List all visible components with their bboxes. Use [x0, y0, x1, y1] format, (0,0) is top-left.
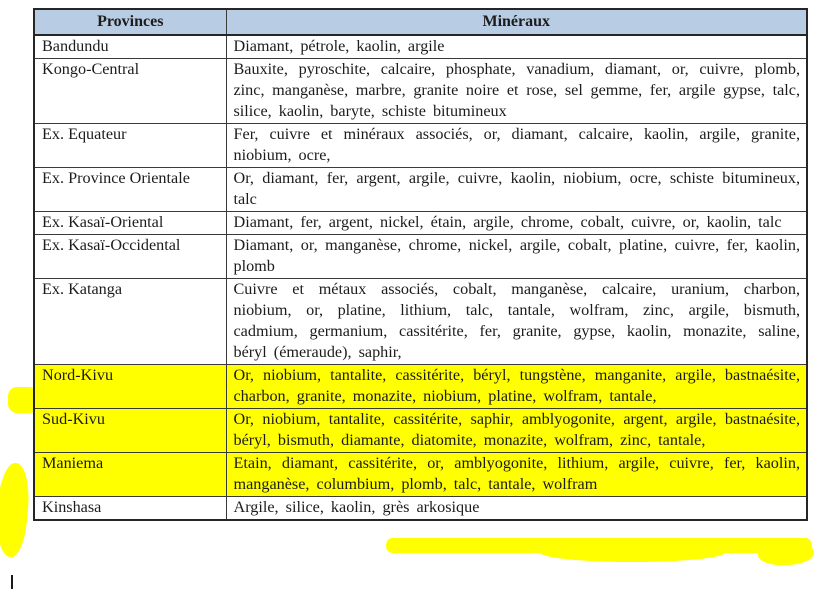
minerals-cell[interactable]: Diamant, pétrole, kaolin, argile [225, 34, 808, 59]
minerals-cell[interactable]: Argile, silice, kaolin, grès arkosique [225, 496, 808, 521]
minerals-cell[interactable]: Or, niobium, tantalite, cassitérite, sap… [225, 408, 808, 453]
table-row: Ex. Kasaï-Oriental Diamant, fer, argent,… [33, 211, 808, 235]
province-cell[interactable]: Ex. Kasaï-Oriental [33, 211, 227, 235]
province-cell[interactable]: Maniema [33, 452, 227, 497]
province-cell[interactable]: Kongo-Central [33, 58, 227, 124]
table-row: Ex. Kasaï-Occidental Diamant, or, mangan… [33, 234, 808, 279]
column-header-provinces: Provinces [33, 8, 227, 36]
highlighter-stroke [386, 538, 812, 553]
table-row: Ex. Katanga Cuivre et métaux associés, c… [33, 278, 808, 365]
table-row: Kinshasa Argile, silice, kaolin, grès ar… [33, 496, 808, 521]
province-cell[interactable]: Kinshasa [33, 496, 227, 521]
provinces-minerals-table: Provinces Minéraux Bandundu Diamant, pét… [33, 8, 808, 521]
table-row: Sud-Kivu Or, niobium, tantalite, cassité… [33, 408, 808, 453]
table-row: Ex. Equateur Fer, cuivre et minéraux ass… [33, 123, 808, 168]
minerals-cell[interactable]: Cuivre et métaux associés, cobalt, manga… [225, 278, 808, 365]
table-row: Nord-Kivu Or, niobium, tantalite, cassit… [33, 364, 808, 409]
highlighter-stroke [540, 543, 725, 562]
table-row: Maniema Etain, diamant, cassitérite, or,… [33, 452, 808, 497]
header-row: Provinces Minéraux [33, 8, 808, 36]
province-cell[interactable]: Ex. Equateur [33, 123, 227, 168]
minerals-cell[interactable]: Diamant, fer, argent, nickel, étain, arg… [225, 211, 808, 235]
province-cell[interactable]: Bandundu [33, 34, 227, 59]
table-row: Bandundu Diamant, pétrole, kaolin, argil… [33, 34, 808, 59]
table-row: Ex. Province Orientale Or, diamant, fer,… [33, 167, 808, 212]
province-cell[interactable]: Nord-Kivu [33, 364, 227, 409]
province-cell[interactable]: Ex. Katanga [33, 278, 227, 365]
text-cursor[interactable] [11, 575, 13, 589]
column-header-minerals: Minéraux [225, 8, 808, 36]
province-cell[interactable]: Ex. Province Orientale [33, 167, 227, 212]
table-row: Kongo-Central Bauxite, pyroschite, calca… [33, 58, 808, 124]
minerals-cell[interactable]: Or, diamant, fer, argent, argile, cuivre… [225, 167, 808, 212]
province-cell[interactable]: Ex. Kasaï-Occidental [33, 234, 227, 279]
minerals-cell[interactable]: Bauxite, pyroschite, calcaire, phosphate… [225, 58, 808, 124]
highlighter-stroke [0, 461, 33, 559]
highlighter-stroke [758, 539, 814, 565]
minerals-cell[interactable]: Etain, diamant, cassitérite, or, amblyog… [225, 452, 808, 497]
minerals-cell[interactable]: Diamant, or, manganèse, chrome, nickel, … [225, 234, 808, 279]
minerals-cell[interactable]: Fer, cuivre et minéraux associés, or, di… [225, 123, 808, 168]
minerals-cell[interactable]: Or, niobium, tantalite, cassitérite, bér… [225, 364, 808, 409]
province-cell[interactable]: Sud-Kivu [33, 408, 227, 453]
